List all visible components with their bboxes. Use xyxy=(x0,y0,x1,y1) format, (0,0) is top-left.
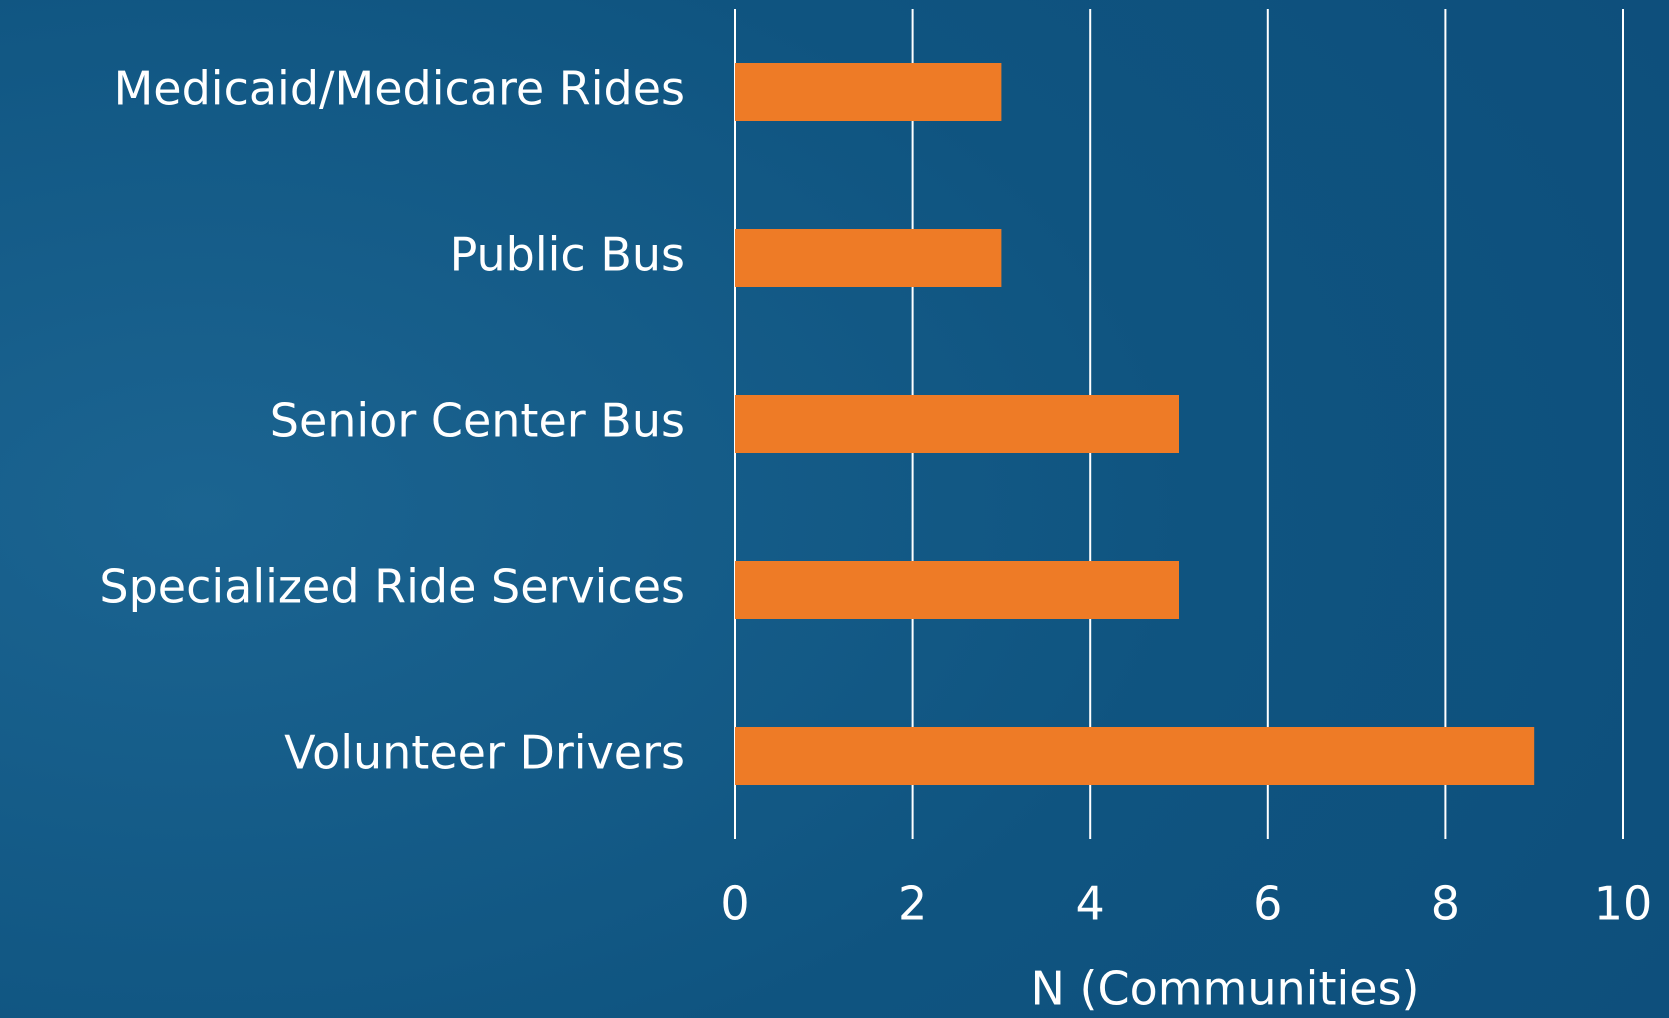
x-tick-label: 6 xyxy=(1253,877,1282,931)
y-tick-label: Medicaid/Medicare Rides xyxy=(114,62,685,116)
y-tick-label: Volunteer Drivers xyxy=(284,726,685,780)
x-axis-label: N (Communities) xyxy=(1031,962,1420,1016)
x-tick-label: 4 xyxy=(1076,877,1105,931)
x-tick-label: 8 xyxy=(1431,877,1460,931)
y-tick-label: Public Bus xyxy=(450,228,685,282)
bar xyxy=(735,63,1002,121)
y-tick-label: Specialized Ride Services xyxy=(99,560,685,614)
x-tick-label: 10 xyxy=(1594,877,1653,931)
x-tick-label: 2 xyxy=(898,877,927,931)
bar xyxy=(735,395,1179,453)
bar xyxy=(735,229,1002,287)
bar xyxy=(735,561,1179,619)
bar xyxy=(735,727,1535,785)
x-tick-label: 0 xyxy=(720,877,749,931)
y-tick-label: Senior Center Bus xyxy=(270,394,685,448)
